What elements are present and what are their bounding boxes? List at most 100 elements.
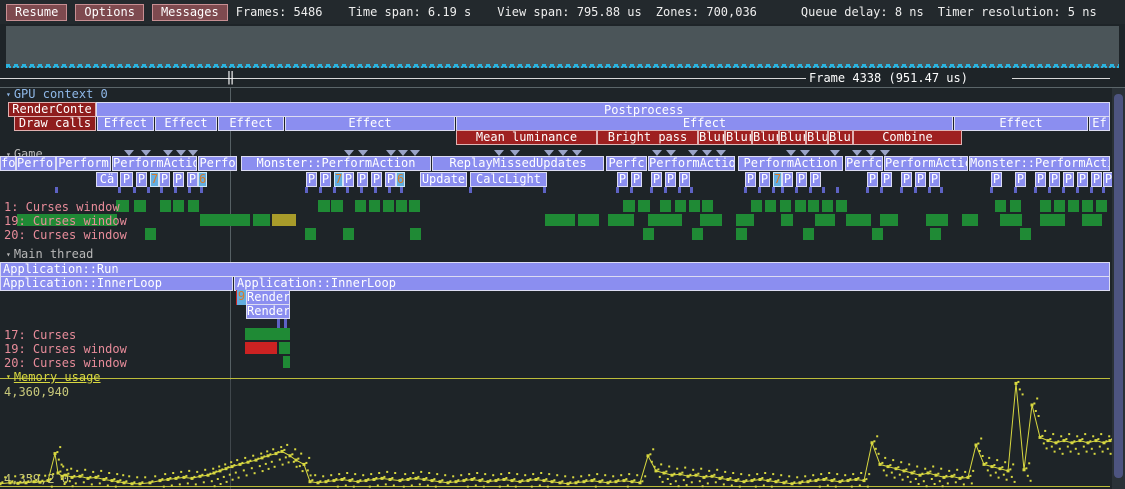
memory-point[interactable] <box>110 479 114 483</box>
memory-point[interactable] <box>340 478 344 481</box>
memory-point[interactable] <box>302 462 306 466</box>
memory-point[interactable] <box>862 479 866 483</box>
memory-point[interactable] <box>422 478 426 481</box>
zone-p[interactable]: P <box>991 172 1002 187</box>
zone-p[interactable]: P <box>120 172 133 187</box>
timeline-cursor-handle[interactable]: ‖ <box>226 70 235 85</box>
messages-button[interactable]: Messages <box>151 3 228 21</box>
memory-point[interactable] <box>206 473 210 477</box>
memory-point[interactable] <box>918 473 922 477</box>
memory-point[interactable] <box>558 481 562 485</box>
main-row-innerloop-right[interactable]: Application::InnerLoop <box>234 276 1110 291</box>
zone-p[interactable]: P <box>1063 172 1074 187</box>
memory-point[interactable] <box>24 481 28 485</box>
memory-point[interactable] <box>86 476 90 480</box>
game-thread-20-bar[interactable] <box>1020 228 1031 240</box>
zone-combine[interactable]: Combine <box>853 130 962 145</box>
memory-point[interactable] <box>486 480 490 484</box>
memory-point[interactable] <box>212 471 216 475</box>
zone-p[interactable]: P <box>173 172 184 187</box>
memory-point[interactable] <box>102 478 106 481</box>
memory-point[interactable] <box>1022 468 1026 472</box>
zone-p[interactable]: P <box>136 172 147 187</box>
game-thread-1-bar[interactable] <box>1054 200 1065 212</box>
game-thread-1-bar[interactable] <box>383 200 394 212</box>
game-thread-19-bar[interactable] <box>578 214 599 226</box>
zone-p[interactable]: P <box>1077 172 1088 187</box>
game-thread-20-bar[interactable] <box>343 228 354 240</box>
memory-point[interactable] <box>542 479 546 483</box>
game-thread-19-bar[interactable] <box>1000 214 1022 226</box>
memory-point[interactable] <box>822 478 826 481</box>
game-thread-1-bar[interactable] <box>409 200 420 212</box>
game-thread-19-bar[interactable] <box>880 214 898 226</box>
memory-point[interactable] <box>590 479 594 483</box>
zone-p[interactable]: P <box>385 172 396 187</box>
memory-point[interactable] <box>462 479 466 483</box>
game-thread-1-bar[interactable] <box>660 200 671 212</box>
memory-point[interactable] <box>934 473 938 477</box>
memory-point[interactable] <box>614 480 618 484</box>
memory-point[interactable] <box>388 478 392 481</box>
game-thread-19-bar[interactable] <box>700 214 722 226</box>
memory-point[interactable] <box>678 472 682 476</box>
memory-point[interactable] <box>494 479 498 483</box>
memory-point[interactable] <box>942 475 946 479</box>
frame-minimap[interactable] <box>6 26 1119 68</box>
memory-point[interactable] <box>878 462 882 466</box>
memory-point[interactable] <box>60 474 64 478</box>
memory-point[interactable] <box>122 481 126 485</box>
memory-point[interactable] <box>174 476 178 480</box>
memory-point[interactable] <box>622 479 626 483</box>
game-thread-1-bar[interactable] <box>765 200 776 212</box>
memory-point[interactable] <box>630 480 634 484</box>
zone-performaction[interactable]: PerformAction <box>112 156 197 171</box>
memory-point[interactable] <box>566 482 570 486</box>
game-thread-1-bar[interactable] <box>780 200 791 212</box>
game-thread-20-bar[interactable] <box>145 228 156 240</box>
memory-point[interactable] <box>534 478 538 481</box>
game-thread-19-bar[interactable] <box>846 214 871 226</box>
main-zone-render-1[interactable]: Render <box>246 290 290 305</box>
zone-monster-performaction[interactable]: Monster::PerformAction <box>241 156 431 171</box>
memory-point[interactable] <box>870 441 874 445</box>
memory-point[interactable] <box>380 476 384 480</box>
zone-p[interactable]: P <box>617 172 628 187</box>
game-thread-1-bar[interactable] <box>995 200 1006 212</box>
zone-mean-luminance[interactable]: Mean luminance <box>456 130 597 145</box>
memory-point[interactable] <box>116 480 120 484</box>
main-row-innerloop-left[interactable]: Application::InnerLoop <box>0 276 233 291</box>
zone-p[interactable]: P <box>881 172 892 187</box>
memory-point[interactable] <box>280 449 284 453</box>
game-thread-1-bar[interactable] <box>355 200 366 212</box>
memory-point[interactable] <box>1062 439 1066 443</box>
memory-point[interactable] <box>806 480 810 484</box>
game-thread-1-bar[interactable] <box>134 200 146 212</box>
memory-point[interactable] <box>364 479 368 483</box>
game-thread-1-bar[interactable] <box>396 200 407 212</box>
main-thread-17-bar[interactable] <box>245 328 290 340</box>
memory-point[interactable] <box>926 471 930 475</box>
game-thread-19-bar[interactable] <box>926 214 948 226</box>
memory-point[interactable] <box>446 481 450 485</box>
memory-point[interactable] <box>53 452 57 456</box>
zone-fo[interactable]: fo <box>0 156 16 171</box>
memory-point[interactable] <box>1094 439 1098 443</box>
game-thread-19-bar[interactable] <box>736 214 754 226</box>
timeline-body[interactable]: ▾ GPU context 0 RenderConte Draw calls Eff… <box>0 88 1125 489</box>
memory-point[interactable] <box>710 474 714 478</box>
memory-point[interactable] <box>750 479 754 483</box>
zone-perform[interactable]: Perform <box>56 156 111 171</box>
game-thread-19-bar[interactable] <box>1082 214 1102 226</box>
game-thread-19-bar[interactable] <box>648 214 682 226</box>
memory-point[interactable] <box>470 478 474 481</box>
game-thread-20-bar[interactable] <box>643 228 654 240</box>
zone-draw-calls[interactable]: Draw calls <box>14 116 96 131</box>
memory-point[interactable] <box>638 481 642 485</box>
main-thread-19-bar[interactable] <box>279 342 290 354</box>
memory-point[interactable] <box>138 482 142 486</box>
game-thread-19-bar[interactable] <box>608 214 634 226</box>
memory-point[interactable] <box>702 475 706 479</box>
memory-point[interactable] <box>332 479 336 483</box>
game-thread-1-bar[interactable] <box>808 200 819 212</box>
